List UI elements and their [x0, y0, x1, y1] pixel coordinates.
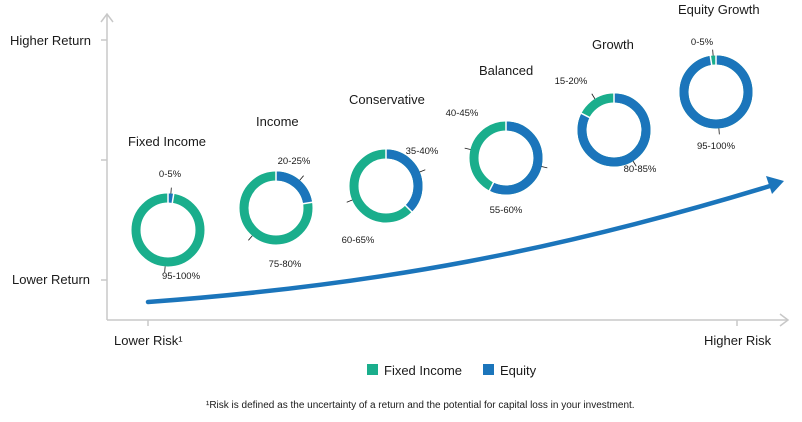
- fixed-income-pct-label-leader: [346, 199, 353, 203]
- y-label-lower-return: Lower Return: [12, 272, 90, 287]
- fixed-income-pct-label: 0-5%: [691, 37, 714, 48]
- equity-segment: [679, 55, 753, 129]
- fixed-income-pct-label: 15-20%: [555, 76, 588, 87]
- equity-pct-label: 95-100%: [697, 141, 736, 152]
- segment-separator: [404, 204, 414, 214]
- fixed-income-pct-label-leader: [248, 235, 253, 241]
- fixed-income-pct-label-leader: [591, 93, 596, 100]
- equity-pct-label: 20-25%: [278, 156, 311, 167]
- segment-separator: [709, 54, 713, 66]
- fixed-income-pct-label: 40-45%: [446, 108, 479, 119]
- portfolio-donuts: Fixed Income 0-5% 95-100% Income 20-25% 75-80…: [128, 2, 760, 282]
- profile-title: Fixed Income: [128, 134, 206, 149]
- fixed-income-pct-label: 75-80%: [269, 259, 302, 270]
- equity-pct-label: 35-40%: [406, 146, 439, 157]
- equity-pct-label-leader: [299, 175, 304, 181]
- equity-pct-label-leader: [419, 169, 426, 173]
- profile-title: Growth: [592, 37, 634, 52]
- x-label-higher-risk: Higher Risk: [704, 333, 772, 348]
- donut-equity-growth: Equity Growth 95-100% 0-5%: [678, 2, 760, 152]
- profile-title: Equity Growth: [678, 2, 760, 17]
- profile-title: Balanced: [479, 63, 533, 78]
- trend-arrowhead: [766, 176, 784, 194]
- risk-return-trend-arrow: [145, 183, 773, 305]
- footnote: ¹Risk is defined as the uncertainty of a…: [206, 400, 635, 411]
- x-label-lower-risk: Lower Risk¹: [114, 333, 183, 348]
- donut-conservative: Conservative 35-40% 60-65%: [342, 92, 439, 246]
- donut-income: Income 20-25% 75-80%: [239, 114, 314, 270]
- equity-pct-label: 0-5%: [159, 169, 182, 180]
- equity-pct-label-leader: [632, 160, 637, 167]
- equity-pct-label-leader: [541, 166, 548, 169]
- y-axis-arrowhead: [100, 12, 114, 23]
- segment-separator: [171, 192, 175, 204]
- fixed-income-segment: [131, 193, 205, 267]
- y-label-higher-return: Higher Return: [10, 33, 91, 48]
- fixed-income-pct-label-leader: [464, 147, 471, 150]
- donut-balanced: Balanced 55-60% 40-45%: [446, 63, 548, 216]
- segment-separator: [580, 112, 591, 119]
- segment-separator: [488, 181, 495, 192]
- legend-swatch-equity: [483, 364, 494, 375]
- profile-title: Conservative: [349, 92, 425, 107]
- x-axis-arrowhead: [779, 313, 790, 327]
- legend: Fixed Income Equity: [367, 363, 537, 378]
- equity-pct-label: 55-60%: [490, 205, 523, 216]
- fixed-income-pct-label: 60-65%: [342, 235, 375, 246]
- donut-fixed-income: Fixed Income 0-5% 95-100%: [128, 134, 206, 282]
- donut-growth: Growth 80-85% 15-20%: [555, 37, 657, 175]
- profile-title: Income: [256, 114, 299, 129]
- legend-swatch-fixed-income: [367, 364, 378, 375]
- legend-label-equity: Equity: [500, 363, 537, 378]
- segment-separator: [302, 201, 314, 205]
- axes: [100, 12, 790, 327]
- equity-pct-label: 80-85%: [624, 164, 657, 175]
- legend-label-fixed-income: Fixed Income: [384, 363, 462, 378]
- fixed-income-pct-label: 95-100%: [162, 271, 201, 282]
